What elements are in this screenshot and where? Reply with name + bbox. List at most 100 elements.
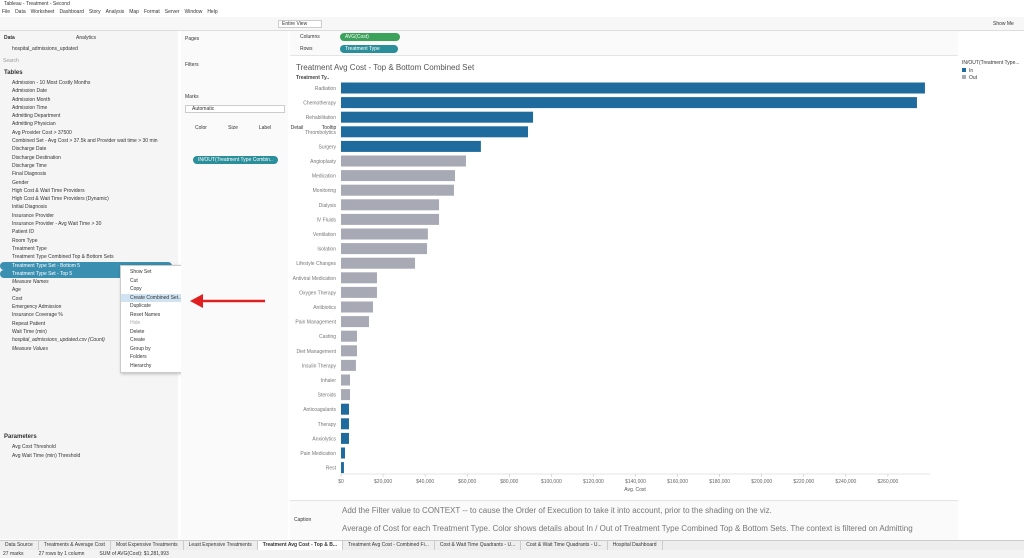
datasource[interactable]: hospital_admissions_updated [12,46,78,52]
field[interactable]: Admission Date [12,88,48,95]
field[interactable]: Admission Month [12,96,51,103]
sheet-tab[interactable]: Cost & Wait Time Quadrants - U... [521,541,608,550]
field[interactable]: Treatment Type [12,245,47,252]
menu-item[interactable]: Format [143,9,160,15]
caption-line: Add the Filter value to CONTEXT -- to ca… [342,506,772,515]
mark-button[interactable]: Detail [290,125,304,131]
field[interactable]: Emergency Admission [12,304,62,311]
menu-item[interactable]: Story [88,9,101,15]
view-size-dropdown[interactable]: Entire View [278,20,323,28]
field[interactable]: Age [12,287,21,294]
context-menu-item[interactable]: Folders [130,354,147,360]
context-menu-item[interactable]: Duplicate [130,303,151,309]
menu-item[interactable]: Dashboard [59,9,84,15]
category-label: Antibiotics [313,305,336,311]
context-menu-item[interactable]: Cut [130,277,138,284]
field[interactable]: Discharge Time [12,162,47,169]
menu-item[interactable]: Analysis [105,9,125,15]
columns-pill[interactable]: AVG(Cost) [340,33,400,41]
context-menu-item[interactable]: Copy [130,286,142,292]
color-pill[interactable]: IN/OUT(Treatment Type Combin.. [193,156,278,164]
field[interactable]: Room Type [12,237,38,244]
legend-swatch [962,68,966,72]
status-bar: 27 marks 27 rows by 1 column SUM of AVG(Co… [0,550,1024,558]
bar [341,111,534,123]
field[interactable]: Insurance Provider - Avg Wait Time > 30 [12,221,102,228]
category-label: Oxygen Therapy [299,290,336,296]
field[interactable]: Treatment Type Combined Top & Bottom Set… [12,254,114,261]
x-tick-label: $240,000 [835,479,856,485]
field[interactable]: Avg Provider Cost > 37500 [12,129,72,136]
field[interactable]: Measure Values [12,345,48,352]
field[interactable]: Combined Set - Avg Cost > 37.5k and Prov… [12,138,158,145]
context-menu-item[interactable]: Hierarchy [130,362,152,369]
field[interactable]: Treatment Type Set - Bottom 5 [0,261,172,270]
field[interactable]: Treatment Type Set - Top 5 [0,269,172,279]
search-box[interactable]: Search [3,58,19,64]
rows-pill[interactable]: Treatment Type [340,45,398,53]
mark-button[interactable]: Color [195,125,207,131]
x-tick-label: $180,000 [709,479,730,485]
context-menu-item[interactable]: Delete [130,328,145,335]
x-tick-label: $120,000 [583,479,604,485]
bar [341,359,356,371]
field[interactable]: Admitting Physician [12,121,56,128]
sheet-tab[interactable]: Hospital Dashboard [608,541,663,550]
sheet-tab[interactable]: Least Expensive Treatments [184,541,258,550]
sheet-tab[interactable]: Treatment Avg Cost - Top & B... [257,541,343,550]
menu-item[interactable]: Help [207,9,218,15]
bar [341,432,349,444]
context-menu-item[interactable]: Reset Names [130,311,161,318]
context-menu-item[interactable]: Create Combined Set... [121,293,187,302]
menu-item[interactable]: Server [164,9,180,15]
field[interactable]: hospital_admissions_updated.csv (Count) [12,337,105,344]
context-menu-item[interactable]: Hide [130,320,141,326]
menu-item[interactable]: File [2,9,11,15]
field[interactable]: Initial Diagnosis [12,204,48,211]
field[interactable]: Cost [12,295,23,302]
mark-button[interactable]: Size [228,125,238,131]
mark-button[interactable]: Label [258,125,272,131]
mark-type-dropdown[interactable]: Automatic [185,105,285,113]
field[interactable]: Admitting Department [12,113,61,120]
category-label: Surgery [318,144,336,150]
category-label: Radiation [315,86,336,92]
sheet-tab[interactable]: Treatments & Average Cost [39,541,111,550]
legend-label: In [969,68,974,74]
field[interactable]: High Cost & Wait Time Providers [12,187,85,194]
mark-button[interactable]: Tooltip [321,125,337,131]
field[interactable]: Gender [12,179,29,186]
field[interactable]: Insurance Provider [12,212,54,219]
field[interactable]: Insurance Coverage % [12,312,63,319]
field[interactable]: Wait Time (min) [12,328,47,335]
field[interactable]: Discharge Destination [12,154,61,161]
status-item: SUM of AVG(Cost): $1,281,993 [99,551,169,557]
field[interactable]: Discharge Date [12,146,47,153]
field[interactable]: Measure Names [12,279,49,286]
context-menu-item[interactable]: Show Set [130,269,152,275]
field[interactable]: Admission - 10 Most Costly Months [12,80,91,86]
parameter[interactable]: Avg Wait Time (min) Threshold [12,452,81,459]
x-tick-label: $260,000 [877,479,898,485]
context-menu-item[interactable]: Create [130,337,146,343]
field[interactable]: Patient ID [12,229,34,236]
field[interactable]: Repeat Patient [12,320,46,327]
sheet-tab[interactable]: Treatment Avg Cost - Combined Fi... [343,541,435,550]
data-tab[interactable]: Data [4,35,15,41]
parameter[interactable]: Avg Cost Threshold [12,444,56,450]
legend-items: In Out [962,68,977,82]
menu-item[interactable]: Worksheet [30,9,55,15]
field[interactable]: Final Diagnosis [12,171,47,178]
field[interactable]: High Cost & Wait Time Providers (Dynamic… [12,196,109,203]
menu-item[interactable]: Data [15,9,26,15]
analytics-tab[interactable]: Analytics [76,35,97,41]
context-menu-item[interactable]: Group by [130,345,151,352]
menu-item[interactable]: Map [129,9,139,15]
legend-item: In [962,68,977,75]
field[interactable]: Admission Time [12,104,48,111]
sheet-tab[interactable]: Data Source [0,541,39,550]
menu-item[interactable]: Window [184,9,203,15]
show-me-button[interactable]: Show Me [993,21,1014,27]
sheet-tab[interactable]: Cost & Wait Time Quadrants - U... [435,541,522,550]
sheet-tab[interactable]: Most Expensive Treatments [111,541,184,550]
